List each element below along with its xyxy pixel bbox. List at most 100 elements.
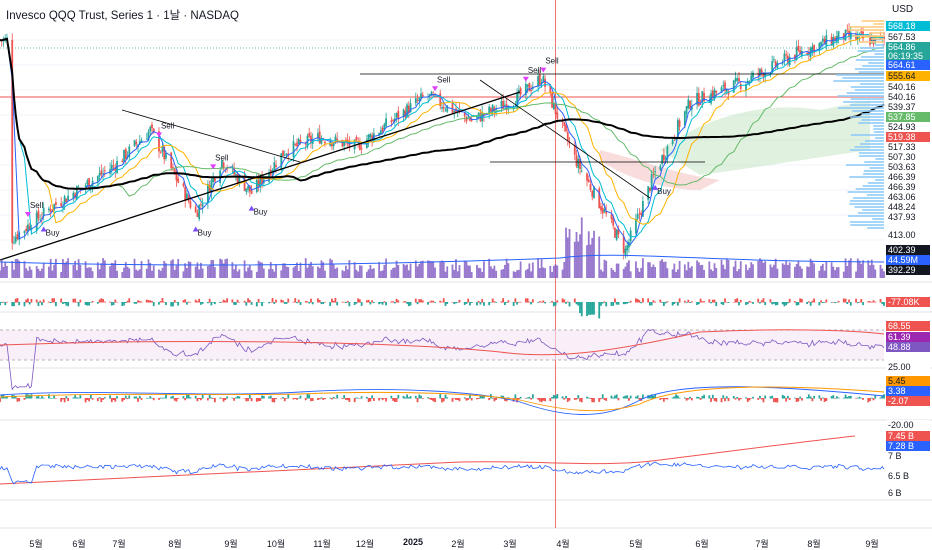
volume-bar [60,271,63,278]
delta-bar [488,302,491,306]
macd-bar [699,398,702,400]
price-label[interactable]: 519.38 [886,132,930,142]
delta-bar [642,298,644,303]
delta-bar [821,302,824,304]
volume-label[interactable]: 402.39 [886,245,930,255]
candle-body [159,152,162,154]
macd-bar [299,395,302,399]
volume-bar [297,270,300,278]
macd-bar [159,397,162,399]
candle-body [428,94,431,95]
macd-label[interactable]: -2.07 [886,396,930,406]
delta-bar [432,300,435,303]
price-label[interactable]: 540.16 [886,82,930,92]
delta-bar [114,299,117,303]
rsi-label[interactable]: 25.00 [886,362,930,372]
delta-bar [348,302,351,307]
price-label[interactable]: 448.24 [886,202,930,212]
macd-label[interactable]: -20.00 [886,420,930,430]
price-label[interactable]: 568.18 [886,21,930,31]
obv-label[interactable]: 7 B [886,451,930,461]
macd-bar [465,398,468,401]
candle-body [409,103,412,112]
macd-bar [304,398,307,401]
delta-bar [671,302,674,306]
rsi-label[interactable]: 61.39 [886,332,930,342]
volume-profile-bar [873,131,884,133]
volume-label[interactable]: 44.59M [886,255,930,265]
price-label[interactable]: 503.63 [886,162,930,172]
chart-title[interactable]: Invesco QQQ Trust, Series 1 · 1날 · NASDA… [6,10,239,22]
macd-bar [577,395,580,399]
volume-bar [699,265,702,278]
macd-bar [285,398,288,399]
macd-bar [275,398,277,400]
price-label[interactable]: 539.37 [886,102,930,112]
volume-bar [622,268,625,278]
price-label[interactable]: 413.00 [886,230,930,240]
price-label[interactable]: 564.61 [886,60,930,70]
volume-profile-bar [842,77,884,79]
macd-bar [687,398,690,400]
price-label[interactable]: 466.39 [886,172,930,182]
price-label[interactable]: 567.53 [886,32,930,42]
price-label[interactable]: 537.85 [886,112,930,122]
signal-label-sell: Sell [528,66,542,75]
price-label[interactable]: 524.93 [886,122,930,132]
obv-label[interactable]: 7.28 B [886,441,930,451]
currency-label[interactable]: USD [892,4,914,15]
price-label[interactable]: 507.30 [886,152,930,162]
obv-label[interactable]: 6 B [886,488,930,498]
delta-bar [172,302,174,307]
candle-body [371,135,374,141]
macd-bar [795,398,798,402]
candle-body [683,111,686,126]
volume-bar [701,264,704,278]
volume-bar [647,262,650,278]
price-label[interactable]: 466.39 [886,182,930,192]
candle-body [713,89,716,100]
delta-bar [773,302,775,304]
candle-body [701,91,704,103]
volume-bar [542,267,545,278]
volume-profile-bar [862,185,884,187]
volume-bar [587,231,590,278]
price-label[interactable]: 540.16 [886,92,930,102]
price-label[interactable]: 555.64 [886,71,930,81]
rsi-label[interactable]: 68.55 [886,321,930,331]
volume-bar [776,268,779,278]
delta-bar [800,298,803,303]
macd-bar [652,395,655,399]
price-label[interactable]: 06:19:35 [886,51,930,61]
delta-bar [579,302,581,314]
candle-body [161,147,164,153]
macd-label[interactable]: 5.45 [886,376,930,386]
price-label[interactable]: 564.86 [886,42,930,52]
volume-label[interactable]: 392.29 [886,265,930,275]
volume-bar [234,265,237,278]
macd-label[interactable]: 3.38 [886,386,930,396]
delta-bar [259,302,262,303]
candle-body [732,80,735,93]
volume-bar [837,267,840,278]
delta-bar [135,302,138,304]
delta-bar [675,301,678,303]
obv-label[interactable]: 6.5 B [886,471,930,481]
price-label[interactable]: 517.33 [886,142,930,152]
obv-label[interactable]: 7.45 B [886,431,930,441]
price-label[interactable]: 463.06 [886,192,930,202]
macd-histogram [0,394,885,403]
volume-bar [177,259,180,278]
rsi-label[interactable]: 48.88 [886,342,930,352]
delta-bar [835,302,838,303]
macd-bar [835,396,838,399]
delta-bar [63,302,66,304]
trendline-down-2 [479,79,651,199]
delta-bar [526,298,529,303]
delta-label[interactable]: -77.08K [886,297,930,307]
volume-bar [610,267,613,278]
delta-bar [507,300,510,303]
price-label[interactable]: 437.93 [886,212,930,222]
delta-bar [123,302,125,306]
